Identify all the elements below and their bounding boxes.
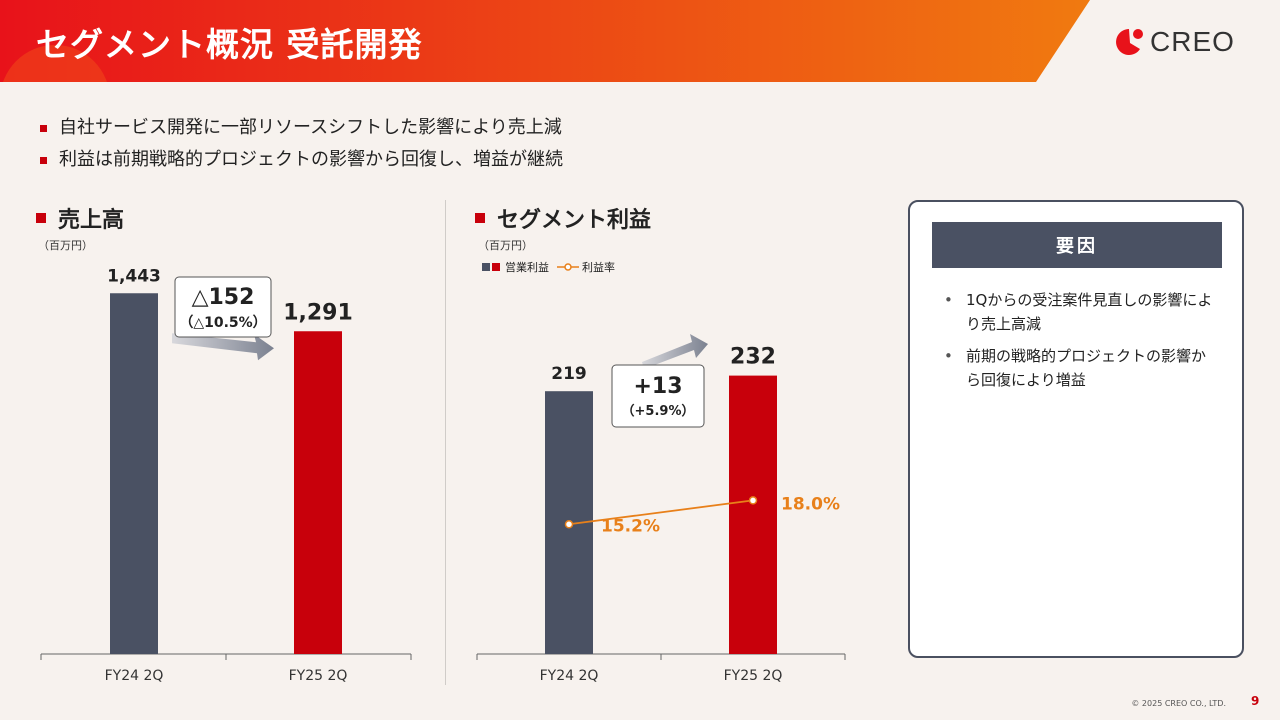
bar-value-label: 1,291 — [283, 300, 353, 325]
section-square-icon — [475, 213, 485, 223]
header-background — [0, 0, 1090, 82]
factors-title: 要因 — [932, 222, 1222, 268]
summary-bullet: 利益は前期戦略的プロジェクトの影響から回復し、増益が継続 — [40, 144, 563, 176]
page-number: 9 — [1251, 694, 1260, 708]
profit-rate-point — [564, 520, 574, 529]
bar-fy25-2q — [294, 331, 342, 654]
bar-value-label: 1,443 — [107, 266, 161, 286]
legend-bar-swatch-gray — [482, 263, 490, 271]
factor-item: 1Qからの受注案件見直しの影響により売上高減 — [940, 288, 1220, 336]
bar-value-label: 232 — [730, 345, 776, 370]
copyright: © 2025 CREO CO., LTD. — [1131, 699, 1226, 708]
summary-bullets: 自社サービス開発に一部リソースシフトした影響により売上減 利益は前期戦略的プロジ… — [40, 112, 563, 176]
change-value: △152 — [192, 285, 255, 310]
factors-list: 1Qからの受注案件見直しの影響により売上高減 前期の戦略的プロジェクトの影響から… — [940, 288, 1220, 400]
profit-rate-line — [568, 499, 754, 526]
change-percent: （+5.9%） — [622, 403, 695, 419]
bar-fy24-2q — [110, 293, 158, 654]
bullet-text: 自社サービス開発に一部リソースシフトした影響により売上減 — [59, 117, 562, 138]
page-title: セグメント概況 受託開発 — [36, 25, 423, 64]
bullet-text: 利益は前期戦略的プロジェクトの影響から回復し、増益が継続 — [59, 149, 563, 170]
legend-line-label: 利益率 — [582, 261, 615, 274]
x-tick-label: FY24 2Q — [105, 668, 164, 684]
header-banner: セグメント概況 受託開発 — [0, 0, 1280, 82]
logo-mark-icon — [1116, 29, 1143, 55]
profit-section-title: セグメント利益 — [475, 202, 651, 234]
profit-unit: （百万円） — [478, 239, 533, 252]
legend-bar-label: 営業利益 — [505, 261, 549, 274]
summary-bullet: 自社サービス開発に一部リソースシフトした影響により売上減 — [40, 112, 563, 144]
bullet-square-icon — [40, 156, 47, 164]
change-arrow — [642, 334, 708, 369]
change-box — [611, 364, 705, 428]
legend-line-icon — [557, 263, 579, 271]
bar-value-label: 219 — [551, 364, 587, 384]
legend-bar-swatch-red — [492, 263, 500, 271]
x-tick-label: FY24 2Q — [540, 668, 599, 684]
company-logo: CREO — [1114, 22, 1235, 62]
change-percent: （△10.5%） — [179, 315, 266, 331]
x-tick-label: FY25 2Q — [289, 668, 348, 684]
section-divider — [445, 200, 446, 685]
profit-title-text: セグメント利益 — [497, 208, 652, 233]
change-box — [174, 276, 272, 338]
x-tick-label: FY25 2Q — [724, 668, 783, 684]
bullet-square-icon — [40, 124, 47, 132]
factor-item: 前期の戦略的プロジェクトの影響から回復により増益 — [940, 344, 1220, 392]
profit-rate-label: 15.2% — [601, 516, 660, 536]
change-value: +13 — [633, 374, 682, 399]
revenue-unit: （百万円） — [38, 239, 93, 252]
change-arrow — [172, 333, 274, 361]
profit-rate-label: 18.0% — [781, 494, 840, 514]
revenue-section-title: 売上高 — [36, 202, 124, 234]
logo-text: CREO — [1150, 26, 1235, 57]
profit-chart: 219 FY24 2Q 232 FY25 2Q +13 （+5.9%） 15.2% 18.0% — [476, 334, 846, 684]
factors-panel: 要因 1Qからの受注案件見直しの影響により売上高減 前期の戦略的プロジェクトの影… — [908, 200, 1244, 658]
revenue-title-text: 売上高 — [58, 208, 125, 233]
revenue-chart: 1,443 FY24 2Q 1,291 FY25 2Q △152 （△10.5%） — [40, 266, 412, 684]
section-square-icon — [36, 213, 46, 223]
bar-fy25-2q — [729, 375, 777, 654]
profit-rate-point — [748, 496, 758, 505]
profit-legend: 営業利益 利益率 — [482, 259, 615, 275]
